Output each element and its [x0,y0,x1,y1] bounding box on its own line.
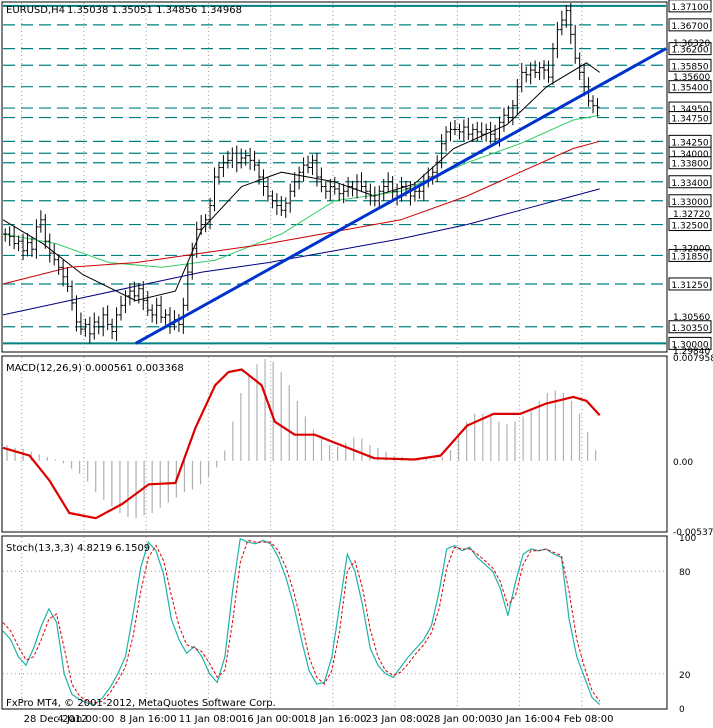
price-label-box [668,18,712,32]
macd-tick-label: 0.007958 [673,354,713,364]
copyright-text: FxPro MT4, © 2001-2012, MetaQuotes Softw… [6,698,276,709]
stoch-indicator [2,537,666,706]
stoch-signal-line [2,539,601,704]
price-label-box [668,175,712,189]
stoch-tick-label: 80 [679,568,691,578]
price-tick-label: 1.29840 [673,347,710,357]
stoch-tick-label: 100 [679,534,696,544]
price-label-box [668,58,712,72]
price-level-label: 1.30350 [671,324,708,334]
price-label-box [668,111,712,125]
price-level-label: 1.31850 [671,252,708,262]
price-bars [3,3,600,344]
price-level-lines [3,4,666,345]
time-label: 4 Feb 08:00 [554,714,613,725]
price-label-box [668,320,712,334]
price-level-label: 1.37100 [671,3,708,13]
price-label-box [668,0,712,13]
trendline[interactable] [134,47,667,345]
price-label-box [668,42,712,56]
time-label: 16 Jan 00:00 [241,714,304,725]
time-label: 18 Jan 16:00 [303,714,366,725]
price-level-label: 1.32500 [671,222,708,232]
stoch-header: Stoch(13,3,3) 4.8219 6.1509 [6,543,150,554]
stoch-tick-label: 0 [679,705,685,715]
price-level-label: 1.34250 [671,138,708,148]
ma_blue-line [2,188,600,316]
stoch-main-line [2,537,601,706]
price-level-label: 1.34950 [671,105,708,115]
macd-indicator [2,359,601,520]
price-level-label: 1.30000 [671,340,708,350]
time-label: 11 Jan 08:00 [179,714,242,725]
ma_fast-line [2,62,600,302]
price-tick-label: 1.32000 [673,244,710,254]
macd-tick-label: 0.00 [673,458,693,468]
price-axis: 1.37100 1.36700 1.36200 1.35850 1.35400 1.349… [668,0,712,357]
price-label-box [668,218,712,232]
price-level-label: 1.35850 [671,62,708,72]
time-label: 4 Jan 00:00 [57,714,114,725]
price-label-box [668,80,712,94]
price-level-label: 1.33400 [671,179,708,189]
price-level-label: 1.33800 [671,160,708,170]
price-level-label: 1.36700 [671,22,708,32]
price-header-ohlc: 1.35038 1.35051 1.34856 1.34968 [67,5,242,16]
time-label: 28 Dec 2012 [24,714,88,725]
price-level-label: 1.33000 [671,198,708,208]
price-panel-frame [1,1,668,353]
price-tick-label: 1.32720 [673,210,710,220]
price-header-symbol: EURUSD,H4 [6,5,65,16]
moving-averages [2,62,600,316]
stoch-axis: 100 80 20 0 [679,534,696,715]
time-label: 8 Jan 16:00 [120,714,177,725]
price-level-label: 1.31250 [671,281,708,291]
time-label: 23 Jan 08:00 [365,714,428,725]
price-tick-label: 1.30560 [673,313,710,323]
price-label-box [668,248,712,262]
price-tick-label: 1.35600 [673,73,710,83]
time-label: 30 Jan 16:00 [490,714,553,725]
stoch-tick-label: 20 [679,671,691,681]
price-label-box [668,336,712,350]
price-label-box [668,156,712,170]
price-tick-label: 1.36320 [673,39,710,49]
stoch-panel-frame [1,535,668,710]
price-level-label: 1.36200 [671,46,708,56]
trendline-line [134,47,667,345]
macd-tick-label: -0.005378 [673,528,713,538]
macd-axis: 0.007958 0.00 -0.005378 [673,354,713,538]
macd-header: MACD(12,26,9) 0.000561 0.003368 [6,363,184,374]
price-level-label: 1.34750 [671,115,708,125]
macd-signal-line [2,368,601,520]
price-level-label: 1.35400 [671,84,708,94]
time-label: 28 Jan 00:00 [428,714,491,725]
price-label-box [668,277,712,291]
price-level-label: 1.34000 [671,150,708,160]
macd-panel-frame [1,355,668,533]
price-label-box [668,194,712,208]
ma_green-line [2,114,600,268]
